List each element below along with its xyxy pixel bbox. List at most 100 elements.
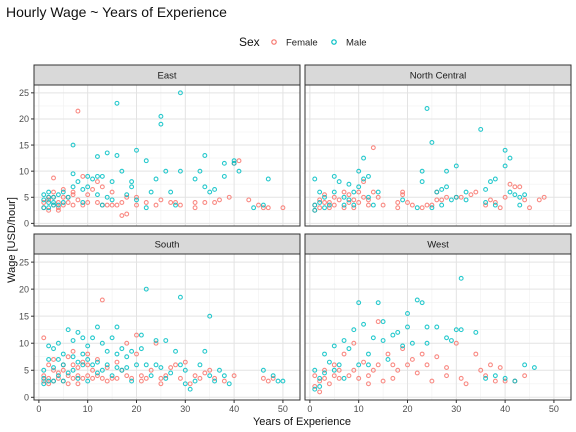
data-point-male (260, 367, 266, 373)
x-tick-label: 0 (36, 404, 41, 414)
data-point-male (182, 367, 188, 373)
data-point-male (453, 163, 459, 169)
data-point-male (90, 335, 96, 341)
data-point-male (483, 200, 489, 205)
data-point-male (458, 327, 464, 333)
data-point-male (312, 202, 318, 208)
data-point-male (341, 194, 347, 200)
data-point-female (94, 179, 100, 185)
x-tick-label: 20 (131, 404, 141, 414)
data-point-male (453, 327, 459, 333)
data-point-male (400, 197, 406, 203)
data-point-male (444, 335, 449, 341)
data-point-female (351, 367, 357, 373)
data-point-male (80, 200, 86, 205)
data-point-female (331, 373, 337, 379)
data-point-male (51, 365, 56, 371)
data-point-male (317, 200, 323, 205)
data-point-male (341, 202, 347, 208)
data-point-female (80, 359, 86, 365)
data-point-male (424, 106, 430, 111)
data-point-male (419, 179, 425, 185)
data-point-male (80, 362, 86, 368)
data-point-male (90, 362, 96, 368)
data-point-male (463, 189, 469, 195)
data-point-female (182, 359, 188, 365)
data-point-female (444, 365, 449, 371)
data-point-female (143, 375, 149, 381)
data-point-female (212, 375, 218, 381)
data-point-male (197, 168, 203, 174)
data-point-male (114, 365, 120, 371)
data-point-female (51, 367, 56, 373)
data-point-male (226, 381, 232, 387)
data-point-male (522, 192, 528, 198)
data-point-female (158, 197, 164, 203)
data-point-female (502, 378, 508, 384)
data-point-female (119, 213, 125, 219)
data-point-male (463, 197, 469, 203)
data-point-male (99, 367, 105, 373)
data-point-female (361, 179, 367, 185)
data-point-male (51, 200, 56, 205)
x-tick-label: 10 (354, 404, 364, 414)
data-point-female (375, 194, 381, 200)
data-point-male (99, 340, 105, 346)
data-point-male (85, 173, 91, 179)
data-point-female (370, 189, 376, 195)
data-point-male (221, 173, 227, 179)
y-tick-label: 10 (19, 338, 29, 348)
data-point-female (60, 186, 66, 192)
data-point-female (444, 194, 449, 200)
data-point-female (202, 200, 208, 205)
data-point-male (119, 168, 125, 174)
data-point-female (361, 359, 367, 365)
data-point-female (134, 332, 139, 338)
data-point-female (75, 365, 81, 371)
data-point-female (51, 356, 56, 362)
data-point-female (351, 197, 357, 203)
data-point-male (51, 202, 56, 208)
data-point-female (256, 202, 261, 208)
data-point-female (497, 205, 503, 211)
data-point-female (434, 354, 440, 360)
data-point-male (351, 327, 357, 333)
data-point-female (114, 375, 120, 381)
data-point-male (163, 375, 169, 381)
data-point-female (114, 202, 120, 208)
data-point-male (55, 373, 61, 379)
data-point-female (192, 373, 198, 379)
data-point-female (370, 367, 376, 373)
data-point-female (409, 202, 415, 208)
data-point-male (312, 176, 318, 182)
y-axis-label: Wage [USD/hour] (6, 197, 18, 283)
y-tick-label: 25 (19, 257, 29, 267)
data-point-male (531, 365, 537, 371)
y-tick-label: 0 (24, 219, 29, 229)
data-point-male (331, 367, 337, 373)
chart-title: Hourly Wage ~ Years of Experience (6, 4, 227, 20)
data-point-female (138, 373, 144, 379)
data-point-male (75, 179, 81, 185)
panel-border-south (33, 253, 301, 401)
x-tick-label: 50 (549, 404, 559, 414)
data-point-female (197, 375, 203, 381)
data-point-male (251, 205, 257, 211)
data-point-male (148, 373, 154, 379)
data-point-female (41, 373, 47, 379)
data-point-male (483, 186, 489, 192)
data-point-female (502, 194, 508, 200)
data-point-female (70, 362, 76, 368)
x-tick-label: 40 (500, 404, 510, 414)
data-point-male (70, 367, 76, 373)
data-point-male (173, 202, 178, 208)
data-point-male (163, 338, 169, 343)
data-point-female (51, 189, 56, 195)
data-point-male (104, 362, 110, 368)
data-point-female (492, 200, 498, 205)
data-point-male (212, 378, 218, 384)
data-point-female (46, 362, 52, 368)
data-point-male (46, 343, 52, 349)
data-point-male (114, 351, 120, 357)
